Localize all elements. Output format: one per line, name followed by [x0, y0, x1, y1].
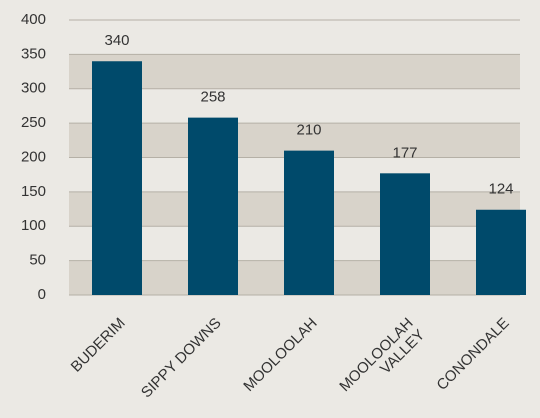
y-tick-label: 350	[21, 45, 46, 62]
y-tick-label: 200	[21, 148, 46, 165]
value-label: 258	[200, 89, 225, 106]
y-tick-label: 250	[21, 114, 46, 131]
y-tick-label: 100	[21, 217, 46, 234]
bar	[92, 61, 142, 295]
value-label: 124	[488, 181, 513, 198]
y-tick-label: 300	[21, 80, 46, 97]
bar	[284, 150, 334, 295]
value-label: 340	[104, 32, 129, 49]
value-label: 177	[392, 144, 417, 161]
bar	[476, 209, 526, 295]
y-tick-label: 50	[29, 252, 46, 269]
bar	[380, 173, 430, 295]
grid-band	[69, 54, 520, 89]
bar	[188, 117, 238, 295]
value-label: 210	[296, 122, 321, 139]
y-tick-label: 0	[38, 286, 46, 303]
y-tick-label: 400	[21, 11, 46, 28]
y-tick-label: 150	[21, 183, 46, 200]
